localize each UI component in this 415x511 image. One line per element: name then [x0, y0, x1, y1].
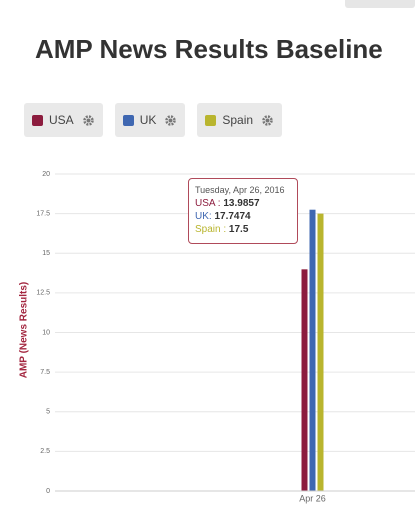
y-tick-label: 7.5 [40, 369, 50, 376]
legend: USA UK Spain [24, 103, 283, 137]
tooltip-value: 17.7474 [214, 211, 251, 222]
legend-item[interactable]: USA [24, 103, 103, 137]
tooltip-label: Spain : [195, 224, 227, 235]
tooltip-value: 13.9857 [223, 198, 260, 209]
tooltip-label: UK: [195, 211, 212, 222]
bar [301, 269, 308, 491]
legend-swatch [122, 114, 134, 126]
tooltip: Tuesday, Apr 26, 2016 USA : 13.9857 UK: 1… [188, 178, 298, 244]
legend-item[interactable]: UK [114, 103, 186, 137]
y-tick-label: 5 [46, 409, 50, 416]
chart-title: AMP News Results Baseline [35, 34, 383, 64]
legend-item[interactable]: Spain [197, 103, 283, 137]
legend-swatch [205, 114, 217, 126]
tooltip-row: UK: 17.7474 [195, 210, 291, 223]
legend-label: UK [139, 113, 157, 127]
gear-icon[interactable] [164, 114, 177, 127]
tooltip-title: Tuesday, Apr 26, 2016 [195, 185, 285, 195]
y-tick-label: 2.5 [40, 448, 50, 455]
tooltip-label: USA : [195, 198, 221, 209]
legend-label: USA [49, 113, 74, 127]
y-tick-label: 10 [42, 329, 50, 336]
y-tick-label: 17.5 [36, 210, 50, 217]
y-tick-label: 12.5 [36, 290, 50, 297]
toolbar-button[interactable] [345, 0, 415, 8]
legend-swatch [32, 114, 43, 126]
y-tick-label: 0 [46, 488, 50, 495]
bar [317, 213, 324, 491]
x-tick-label: Apr 26 [299, 493, 326, 503]
tooltip-value: 17.5 [228, 224, 249, 235]
gear-icon[interactable] [261, 114, 274, 127]
y-axis-title: AMP (News Results) [19, 282, 30, 379]
gear-icon[interactable] [82, 114, 95, 127]
tooltip-row: Spain : 17.5 [195, 223, 291, 236]
tooltip-row: USA : 13.9857 [195, 197, 291, 210]
y-tick-label: 20 [42, 171, 50, 178]
legend-label: Spain [222, 113, 254, 127]
y-tick-label: 15 [42, 250, 50, 257]
bar [309, 209, 316, 491]
